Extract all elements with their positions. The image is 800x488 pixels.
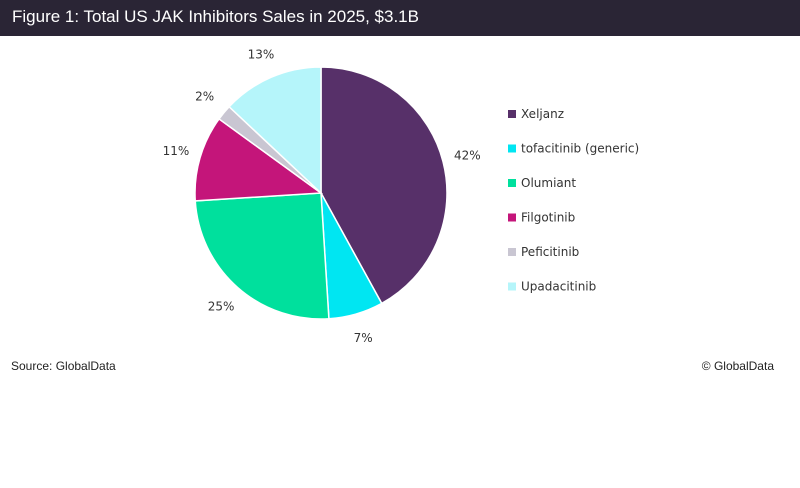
pie-chart: 42% 7% 25% 11% 2% 13% Xeljanz tofacitinib (gene… xyxy=(163,47,640,345)
data-label-tofacitinib-generic: 7% xyxy=(354,331,373,345)
pie-slice-filgotinib xyxy=(194,117,324,202)
legend-label: Olumiant xyxy=(521,176,576,190)
legend-label: tofacitinib (generic) xyxy=(521,142,639,156)
copyright-note: © GlobalData xyxy=(701,359,774,373)
legend-label: Peficitinib xyxy=(521,245,579,259)
legend-item-filgotinib: Filgotinib xyxy=(508,211,575,225)
legend-label: Filgotinib xyxy=(521,211,575,225)
legend-swatch xyxy=(508,179,516,187)
legend-swatch xyxy=(508,282,516,291)
legend-label: Xeljanz xyxy=(521,107,564,121)
legend-label: Upadacitinib xyxy=(521,280,596,294)
legend-item-xeljanz: Xeljanz xyxy=(508,107,564,121)
pie-slice-olumiant xyxy=(194,192,330,320)
pie-slice-upadacitinib xyxy=(228,66,322,195)
data-label-upadacitinib: 13% xyxy=(248,47,275,61)
data-label-peficitinib: 2% xyxy=(195,90,214,104)
source-note: Source: GlobalData xyxy=(11,359,116,373)
legend-swatch xyxy=(508,213,516,222)
legend-item-tofacitinib-generic: tofacitinib (generic) xyxy=(508,142,639,156)
legend-swatch xyxy=(508,248,516,256)
chart-title: Figure 1: Total US JAK Inhibitors Sales … xyxy=(12,7,419,26)
data-label-olumiant: 25% xyxy=(208,299,235,313)
legend-item-olumiant: Olumiant xyxy=(508,176,576,190)
title-bar: Figure 1: Total US JAK Inhibitors Sales … xyxy=(0,0,800,36)
legend-item-upadacitinib: Upadacitinib xyxy=(508,280,596,294)
data-label-xeljanz: 42% xyxy=(454,148,481,162)
pie-slice-xeljanz xyxy=(320,66,448,305)
legend-item-peficitinib: Peficitinib xyxy=(508,245,579,259)
legend-swatch xyxy=(508,110,516,118)
legend-swatch xyxy=(508,144,516,153)
data-label-filgotinib: 11% xyxy=(163,144,190,158)
